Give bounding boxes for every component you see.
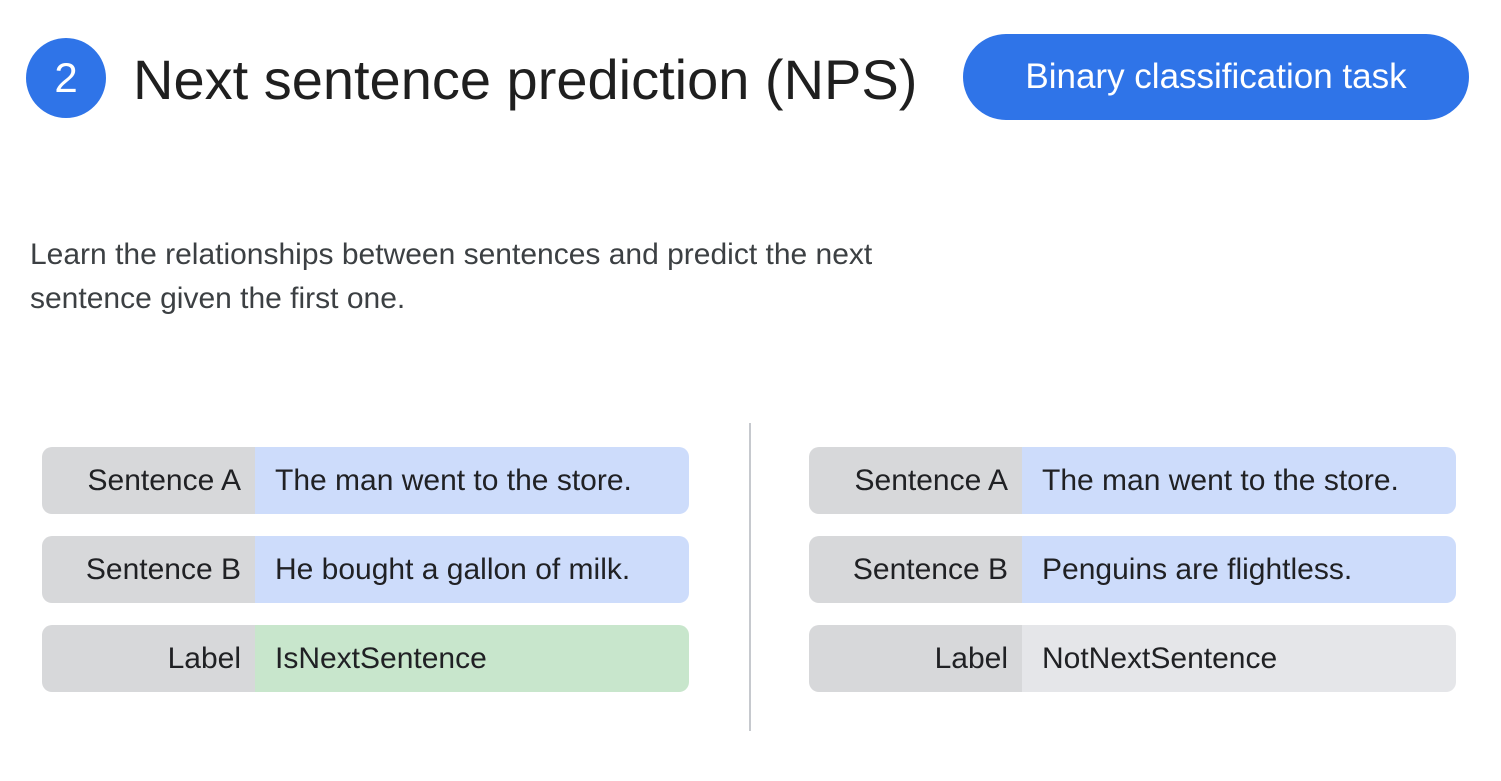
sentence-a-row: Sentence A The man went to the store. (809, 447, 1456, 514)
task-type-pill: Binary classification task (963, 34, 1469, 120)
label-value: IsNextSentence (255, 625, 689, 692)
label-key: Label (42, 625, 255, 692)
label-row: Label NotNextSentence (809, 625, 1456, 692)
sentence-b-row: Sentence B He bought a gallon of milk. (42, 536, 689, 603)
sentence-a-value: The man went to the store. (255, 447, 689, 514)
negative-example: Sentence A The man went to the store. Se… (809, 447, 1456, 714)
sentence-a-row: Sentence A The man went to the store. (42, 447, 689, 514)
column-divider (749, 423, 751, 731)
sentence-a-key: Sentence A (42, 447, 255, 514)
sentence-b-row: Sentence B Penguins are flightless. (809, 536, 1456, 603)
positive-example: Sentence A The man went to the store. Se… (42, 447, 689, 714)
label-value: NotNextSentence (1022, 625, 1456, 692)
page-title: Next sentence prediction (NPS) (133, 48, 918, 111)
sentence-a-value: The man went to the store. (1022, 447, 1456, 514)
sentence-b-value: He bought a gallon of milk. (255, 536, 689, 603)
sentence-a-key: Sentence A (809, 447, 1022, 514)
label-row: Label IsNextSentence (42, 625, 689, 692)
sentence-b-key: Sentence B (809, 536, 1022, 603)
sentence-b-value: Penguins are flightless. (1022, 536, 1456, 603)
step-number-badge: 2 (26, 38, 106, 118)
sentence-b-key: Sentence B (42, 536, 255, 603)
description-text: Learn the relationships between sentence… (30, 238, 873, 315)
label-key: Label (809, 625, 1022, 692)
